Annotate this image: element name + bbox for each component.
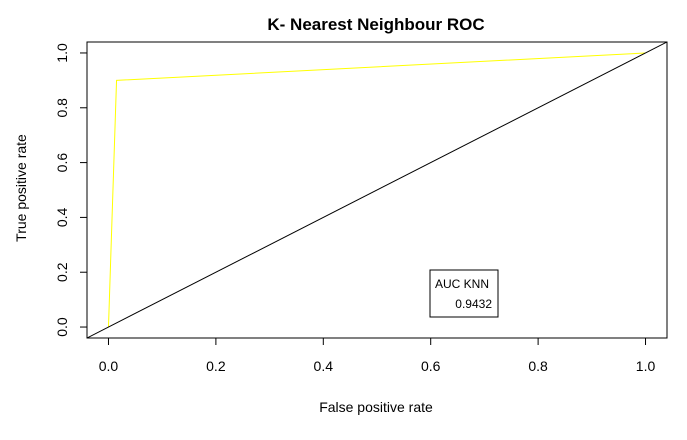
diagonal-reference-line <box>87 42 667 338</box>
y-tick-label-4: 0.8 <box>54 98 70 118</box>
legend-title: AUC KNN <box>435 277 489 291</box>
y-tick-label-3: 0.6 <box>54 153 70 173</box>
y-axis-label: True positive rate <box>13 134 29 242</box>
x-axis-label: False positive rate <box>319 399 433 415</box>
x-tick-label-4: 0.8 <box>528 358 548 374</box>
x-tick-label-5: 1.0 <box>636 358 656 374</box>
y-tick-label-0: 0.0 <box>54 317 70 337</box>
y-tick-label-5: 1.0 <box>54 43 70 63</box>
x-tick-label-1: 0.2 <box>206 358 226 374</box>
chart-title: K- Nearest Neighbour ROC <box>267 15 484 34</box>
legend: AUC KNN 0.9432 <box>429 269 499 318</box>
plot-area: 0.0 0.2 0.4 0.6 0.8 1.0 0.0 0.2 0.4 0.6 0.8 1.0 <box>54 41 668 374</box>
legend-box <box>429 269 499 318</box>
x-tick-label-2: 0.4 <box>314 358 334 374</box>
legend-value: 0.9432 <box>455 297 492 311</box>
plot-frame <box>86 41 668 339</box>
roc-curve-line <box>107 52 646 328</box>
x-tick-label-3: 0.6 <box>421 358 441 374</box>
y-tick-label-2: 0.4 <box>54 207 70 227</box>
y-tick-label-1: 0.2 <box>54 262 70 282</box>
x-tick-label-0: 0.0 <box>99 358 119 374</box>
